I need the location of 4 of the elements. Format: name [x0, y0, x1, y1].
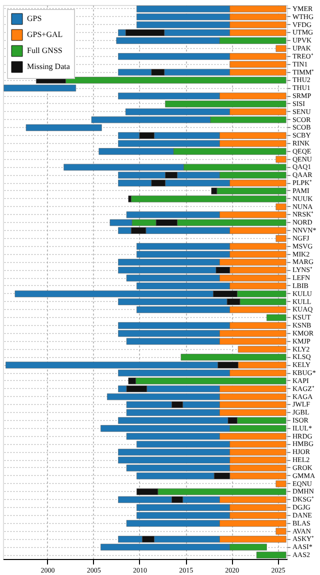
- legend-label: GPS: [27, 14, 42, 23]
- legend-label: GPS+GAL: [27, 30, 63, 39]
- legend-label: Full GNSS: [27, 46, 62, 55]
- legend-label: Missing Data: [27, 62, 70, 71]
